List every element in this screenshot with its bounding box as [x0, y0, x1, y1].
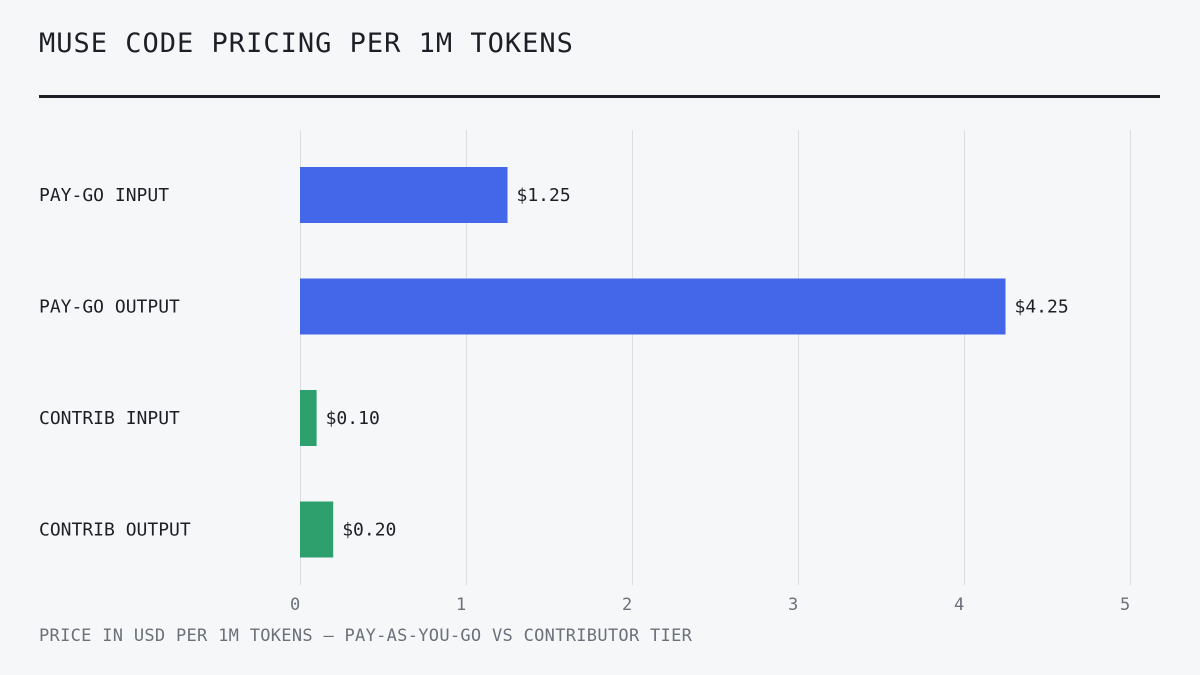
- bar-contrib-input: [300, 390, 317, 446]
- title-divider: [39, 95, 1160, 98]
- x-tick-label-1: 1: [456, 595, 466, 615]
- data-label-contrib-output: $0.20: [342, 520, 396, 541]
- chart-caption: PRICE IN USD PER 1M TOKENS — PAY-AS-YOU-…: [39, 626, 693, 646]
- data-label-pay-go-output: $4.25: [1015, 297, 1069, 318]
- label-layer: 0 1 2 3 4 5 PAY-GO INPUT $1.25 PAY-GO OUTPUT $4.2…: [39, 185, 1130, 615]
- bar-layer: [300, 167, 1006, 558]
- category-label-pay-go-input: PAY-GO INPUT: [39, 185, 169, 206]
- data-label-contrib-input: $0.10: [326, 408, 380, 429]
- data-label-pay-go-input: $1.25: [517, 185, 571, 206]
- x-tick-label-2: 2: [622, 595, 632, 615]
- category-label-contrib-output: CONTRIB OUTPUT: [39, 520, 191, 541]
- bar-pay-go-input: [300, 167, 508, 223]
- chart-title: MUSE CODE PRICING PER 1M TOKENS: [39, 28, 574, 59]
- x-tick-label-5: 5: [1120, 595, 1130, 615]
- category-label-contrib-input: CONTRIB INPUT: [39, 408, 180, 429]
- x-tick-label-3: 3: [788, 595, 798, 615]
- bar-pay-go-output: [300, 278, 1006, 335]
- bar-contrib-output: [300, 501, 334, 558]
- x-tick-label-0: 0: [290, 595, 300, 615]
- category-label-pay-go-output: PAY-GO OUTPUT: [39, 297, 180, 318]
- x-tick-label-4: 4: [954, 595, 964, 615]
